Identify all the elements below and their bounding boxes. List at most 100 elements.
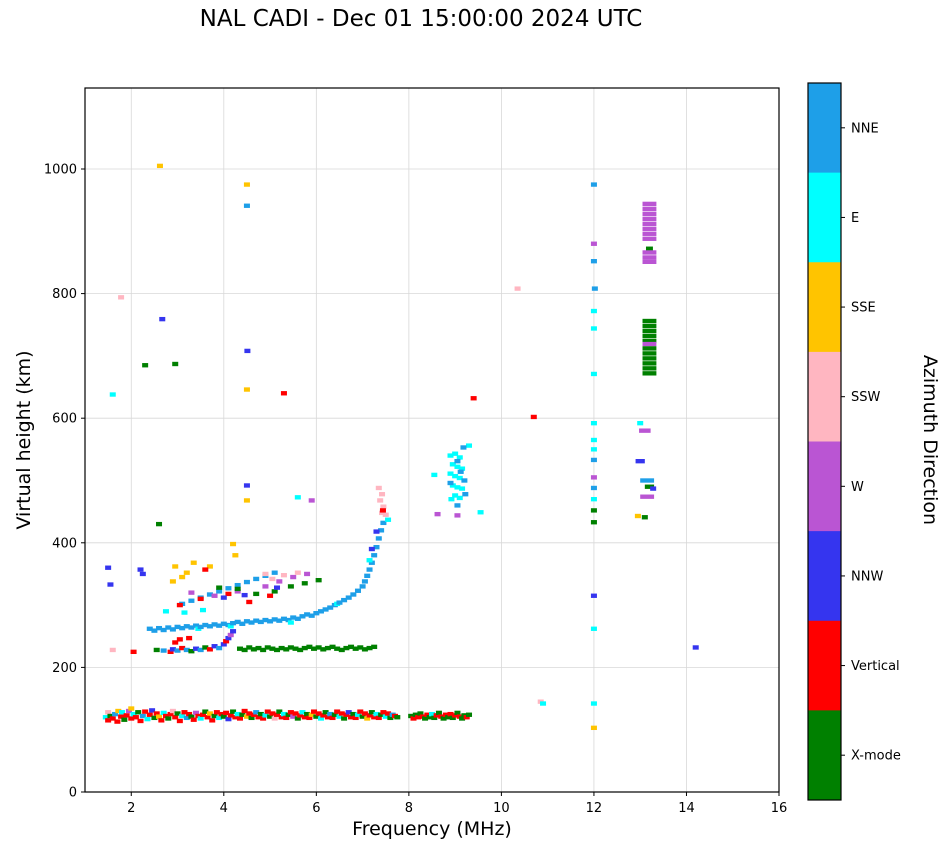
data-point (304, 711, 311, 717)
data-point (324, 715, 331, 720)
data-point (273, 712, 281, 717)
data-point (253, 591, 260, 597)
data-point (169, 579, 176, 584)
data-point (220, 621, 227, 626)
data-point (137, 567, 144, 572)
data-point (317, 609, 324, 614)
data-point (188, 714, 195, 719)
data-point (216, 645, 223, 651)
data-point (146, 712, 153, 717)
data-point (119, 710, 126, 715)
y-axis-label: Virtual height (km) (13, 350, 35, 530)
colorbar-segment (808, 172, 841, 263)
data-point (311, 709, 318, 714)
data-point (361, 711, 368, 716)
data-point (267, 619, 274, 624)
colorbar-segment (808, 83, 841, 174)
data-point (590, 508, 597, 513)
data-point (151, 628, 158, 633)
data-point (167, 649, 174, 655)
data-point (338, 711, 345, 716)
data-point (301, 581, 308, 586)
data-point (350, 592, 357, 597)
x-tick-label: 12 (586, 801, 603, 816)
data-point (169, 708, 176, 714)
data-point (216, 589, 223, 594)
data-point (338, 647, 345, 653)
data-point (197, 716, 204, 721)
data-point (213, 710, 220, 715)
data-point (255, 715, 262, 720)
data-point (197, 596, 204, 602)
data-point (273, 647, 281, 653)
data-point (440, 716, 447, 721)
data-point (315, 577, 322, 583)
data-point (343, 712, 350, 717)
data-point (174, 624, 181, 630)
data-point (220, 642, 227, 647)
data-point (211, 593, 218, 598)
data-point (466, 443, 473, 448)
data-point (306, 644, 313, 650)
data-point (385, 517, 392, 522)
data-point (236, 646, 244, 651)
data-point (315, 711, 322, 716)
data-point (456, 495, 463, 501)
data-point (234, 711, 241, 717)
data-point (216, 715, 223, 721)
data-point (642, 216, 657, 222)
data-point (434, 511, 441, 517)
data-point (241, 647, 248, 653)
data-point (459, 486, 466, 491)
data-point (642, 318, 657, 324)
data-point (590, 326, 597, 331)
data-point (183, 647, 190, 653)
data-point (183, 624, 190, 629)
data-point (271, 716, 278, 721)
data-point (193, 646, 200, 651)
data-point (176, 718, 183, 724)
data-point (454, 710, 461, 716)
data-point (431, 715, 438, 721)
data-point (454, 503, 461, 508)
data-point (109, 716, 116, 721)
data-point (341, 597, 348, 603)
data-point (642, 236, 657, 241)
data-point (162, 713, 169, 719)
data-point (642, 206, 657, 212)
data-point (642, 371, 657, 376)
data-point (380, 504, 387, 509)
data-point (642, 341, 657, 347)
data-point (264, 709, 271, 714)
data-point (260, 716, 267, 721)
data-point (345, 710, 352, 715)
data-point (378, 712, 385, 717)
data-point (361, 647, 368, 652)
data-point (364, 716, 371, 721)
data-point (327, 711, 334, 717)
data-point (299, 614, 306, 619)
data-point (246, 599, 253, 605)
legend-label: SSW (851, 390, 881, 405)
data-point (317, 716, 324, 721)
data-point (132, 715, 139, 720)
data-point (206, 647, 213, 652)
data-point (366, 713, 373, 718)
data-point (179, 713, 186, 719)
data-point (271, 589, 278, 594)
data-point (294, 716, 301, 721)
data-point (151, 715, 158, 721)
data-point (380, 710, 387, 715)
data-point (234, 589, 241, 594)
data-point (366, 645, 373, 651)
data-point (394, 715, 401, 720)
data-point (118, 295, 125, 300)
legend-label: NNW (851, 569, 883, 584)
data-point (590, 475, 597, 480)
data-point (452, 493, 459, 498)
data-point (172, 715, 179, 720)
data-point (195, 713, 202, 719)
data-point (348, 715, 355, 720)
data-point (243, 182, 250, 187)
data-point (448, 497, 455, 502)
